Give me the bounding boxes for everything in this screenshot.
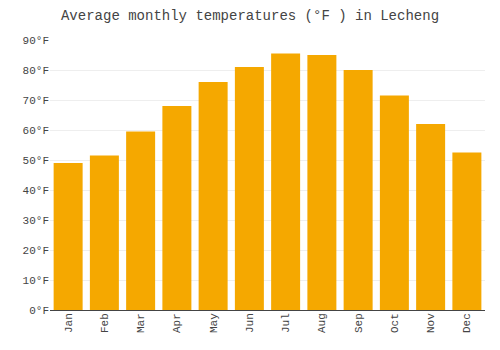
svg-text:Sep: Sep xyxy=(353,313,365,333)
svg-text:Dec: Dec xyxy=(461,313,473,333)
svg-text:Apr: Apr xyxy=(171,313,183,333)
svg-text:Jun: Jun xyxy=(244,313,256,333)
svg-text:80°F: 80°F xyxy=(23,65,49,77)
svg-text:Feb: Feb xyxy=(99,313,111,333)
svg-text:0°F: 0°F xyxy=(29,305,49,317)
svg-text:May: May xyxy=(208,313,220,333)
svg-text:70°F: 70°F xyxy=(23,95,49,107)
svg-text:40°F: 40°F xyxy=(23,185,49,197)
svg-text:60°F: 60°F xyxy=(23,125,49,137)
svg-text:Average monthly temperatures (: Average monthly temperatures (°F ) in Le… xyxy=(61,8,439,24)
svg-text:10°F: 10°F xyxy=(23,275,49,287)
svg-text:Jul: Jul xyxy=(280,313,292,333)
svg-text:Jan: Jan xyxy=(63,313,75,333)
svg-text:30°F: 30°F xyxy=(23,215,49,227)
svg-text:20°F: 20°F xyxy=(23,245,49,257)
svg-text:Aug: Aug xyxy=(316,313,328,333)
svg-text:50°F: 50°F xyxy=(23,155,49,167)
svg-text:90°F: 90°F xyxy=(23,35,49,47)
svg-text:Oct: Oct xyxy=(389,313,401,333)
svg-text:Nov: Nov xyxy=(425,313,437,333)
svg-text:Mar: Mar xyxy=(135,313,147,333)
